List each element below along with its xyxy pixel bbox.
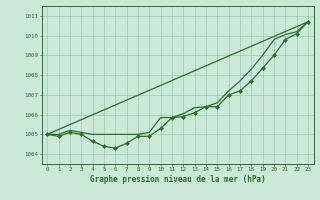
X-axis label: Graphe pression niveau de la mer (hPa): Graphe pression niveau de la mer (hPa) (90, 175, 266, 184)
